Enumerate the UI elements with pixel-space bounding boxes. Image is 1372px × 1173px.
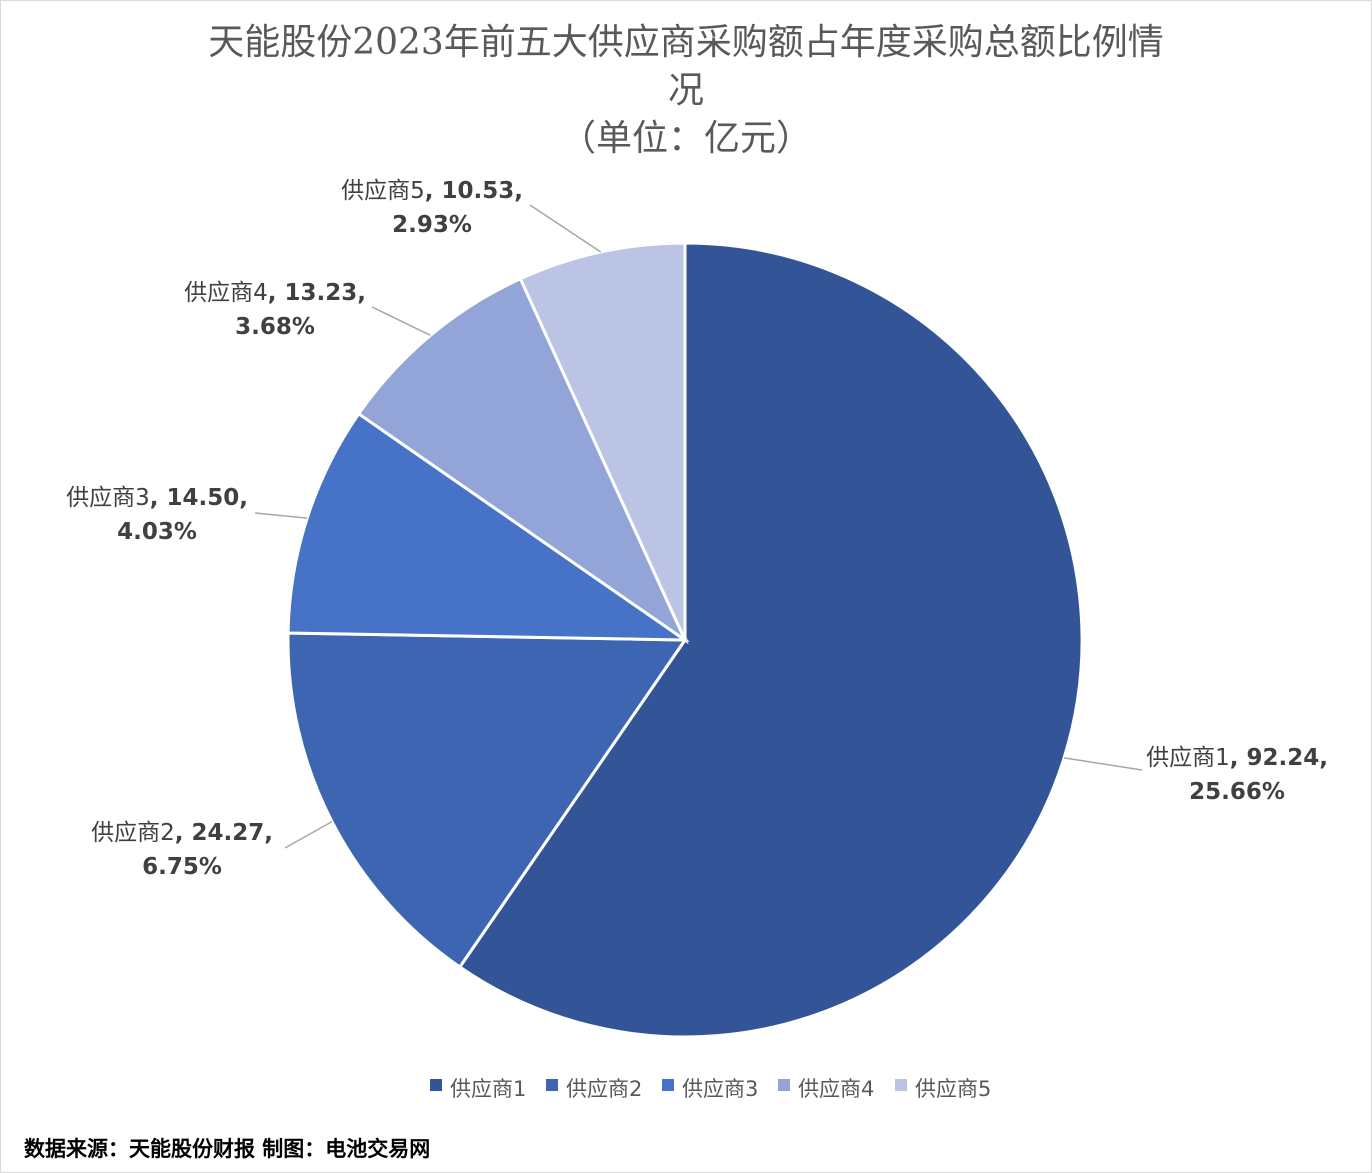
- legend-label-5: 供应商5: [915, 1077, 991, 1101]
- data-label-percent-1: 25.66%: [1189, 779, 1285, 805]
- legend-label-4: 供应商4: [798, 1077, 874, 1101]
- data-label-category-3: 供应商3: [66, 485, 150, 511]
- pie-slices: [286, 241, 1084, 1039]
- data-label-5: 供应商5, 10.53,: [341, 178, 523, 204]
- leader-line-4: [371, 306, 431, 337]
- legend-swatch-2: [546, 1079, 558, 1091]
- data-label-4: 供应商4, 13.23,: [184, 280, 366, 306]
- data-label-category-4: 供应商4: [184, 280, 268, 306]
- chart-title-unit: （单位：亿元）: [560, 118, 812, 159]
- pie-slice-4: [356, 276, 689, 645]
- pie-slice-5: [518, 241, 687, 641]
- data-label-value-3: , 14.50,: [150, 485, 248, 511]
- leader-line-5: [529, 204, 602, 253]
- leader-line-1: [1063, 757, 1143, 771]
- source-note: 数据来源：天能股份财报 制图：电池交易网: [24, 1136, 430, 1161]
- data-label-1: 供应商1, 92.24,: [1146, 745, 1328, 771]
- chart-title-line-1: 天能股份2023年前五大供应商采购额占年度采购总额比例情: [208, 22, 1164, 63]
- legend-swatch-5: [895, 1079, 907, 1091]
- legend-label-1: 供应商1: [450, 1077, 526, 1101]
- data-label-percent-5: 2.93%: [392, 212, 472, 238]
- chart-title: 天能股份2023年前五大供应商采购额占年度采购总额比例情 况 （单位：亿元）: [208, 22, 1164, 159]
- leader-lines: [254, 204, 1143, 849]
- legend-label-2: 供应商2: [566, 1077, 642, 1101]
- legend: 供应商1 供应商2 供应商3 供应商4 供应商5: [430, 1077, 991, 1101]
- data-label-value-4: , 13.23,: [268, 280, 366, 306]
- data-label-category-1: 供应商1: [1146, 745, 1230, 771]
- data-label-3: 供应商3, 14.50,: [66, 485, 248, 511]
- data-label-category-2: 供应商2: [91, 820, 175, 846]
- legend-swatch-4: [778, 1079, 790, 1091]
- legend-swatch-1: [430, 1079, 442, 1091]
- legend-swatch-3: [662, 1079, 674, 1091]
- pie-slice-3: [286, 411, 690, 642]
- data-label-percent-2: 6.75%: [142, 854, 222, 880]
- leader-line-3: [254, 512, 308, 519]
- legend-label-3: 供应商3: [682, 1077, 758, 1101]
- data-label-value-2: , 24.27,: [175, 820, 273, 846]
- data-labels: 供应商1, 92.24, 25.66% 供应商2, 24.27, 6.75% 供应商3,…: [66, 178, 1328, 880]
- data-label-value-1: , 92.24,: [1230, 745, 1328, 771]
- data-label-category-5: 供应商5: [341, 178, 425, 204]
- chart-title-line-2: 况: [668, 70, 704, 111]
- data-label-percent-4: 3.68%: [235, 314, 315, 340]
- leader-line-2: [284, 820, 333, 849]
- data-label-percent-3: 4.03%: [117, 519, 197, 545]
- data-label-2: 供应商2, 24.27,: [91, 820, 273, 846]
- data-label-value-5: , 10.53,: [425, 178, 523, 204]
